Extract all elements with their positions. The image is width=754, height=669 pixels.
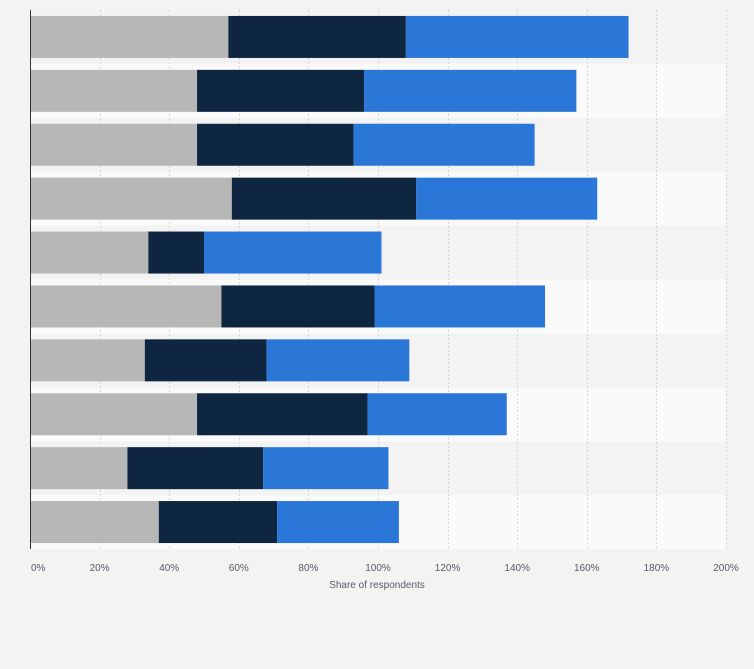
x-tick-label: 60% [229, 563, 249, 574]
x-tick-label: 140% [504, 563, 530, 574]
bar-segment-series-1 [30, 177, 232, 220]
x-tick-label: 160% [574, 563, 600, 574]
x-tick-label: 120% [435, 563, 461, 574]
bar-segment-series-3 [204, 231, 382, 274]
bar-segment-series-3 [416, 177, 598, 220]
bar-segment-series-2 [197, 393, 368, 436]
bar-segment-series-3 [364, 69, 577, 112]
bar-segment-series-1 [30, 231, 149, 274]
bar-segment-series-1 [30, 339, 145, 382]
bar-segment-series-2 [148, 231, 204, 274]
x-tick-label: 100% [365, 563, 391, 574]
bar-segment-series-2 [231, 177, 417, 220]
x-tick-labels: 0% 20% 40% 60% 80% 100% 120% 140% 160% 180% 200% [31, 563, 739, 574]
bar-segment-series-3 [374, 285, 546, 328]
bar-segment-series-3 [367, 393, 507, 436]
bar-segment-series-2 [221, 285, 375, 328]
bar-segment-series-2 [127, 447, 264, 490]
x-tick-label: 20% [90, 563, 110, 574]
bar-segment-series-2 [144, 339, 267, 382]
bar-segment-series-2 [158, 501, 278, 544]
bar-segment-series-1 [30, 123, 198, 166]
x-tick-label: 180% [644, 563, 670, 574]
bar-segment-series-2 [197, 123, 354, 166]
bar-segment-series-1 [30, 285, 222, 328]
bar-segment-series-1 [30, 393, 198, 436]
bar-segment-series-3 [266, 339, 410, 382]
x-tick-label: 0% [31, 563, 46, 574]
bar-segment-series-2 [197, 69, 365, 112]
bar-segment-series-1 [30, 69, 198, 112]
bar-segment-series-3 [353, 123, 535, 166]
bar-segment-series-3 [405, 15, 629, 58]
x-tick-label: 200% [713, 563, 739, 574]
bar-segment-series-1 [30, 15, 229, 58]
bar-segment-series-3 [277, 501, 399, 544]
x-tick-label: 80% [298, 563, 318, 574]
bar-segment-series-1 [30, 447, 128, 490]
bar-segment-series-1 [30, 501, 159, 544]
bar-segment-series-2 [228, 15, 406, 58]
x-tick-label: 40% [159, 563, 179, 574]
x-axis-title: Share of respondents [329, 580, 425, 591]
bars [30, 15, 629, 544]
bar-segment-series-3 [263, 447, 389, 490]
